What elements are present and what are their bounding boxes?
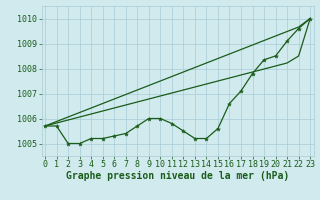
- X-axis label: Graphe pression niveau de la mer (hPa): Graphe pression niveau de la mer (hPa): [66, 171, 289, 181]
